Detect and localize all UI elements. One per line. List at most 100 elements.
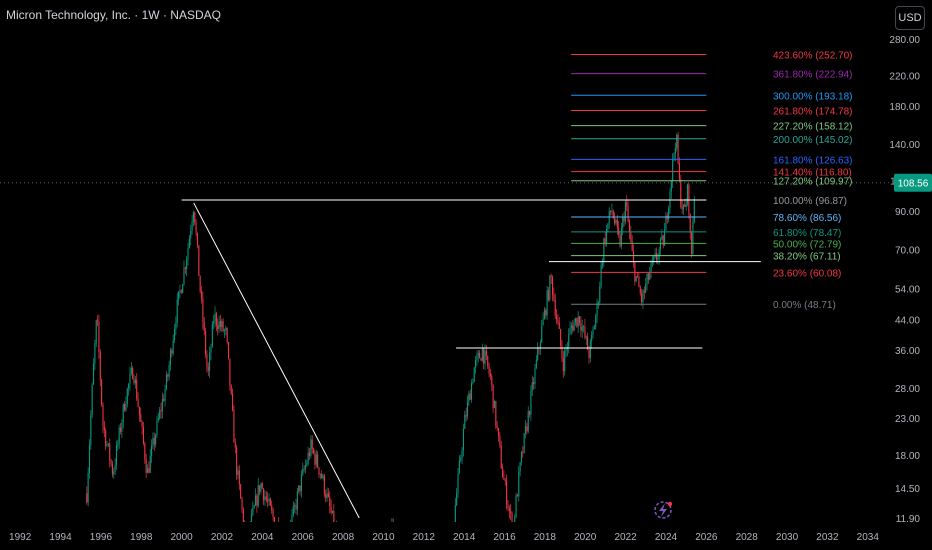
fib-level: 300.00% (193.18) (571, 91, 853, 102)
candle (518, 466, 520, 502)
candle (190, 224, 192, 246)
candle (210, 343, 212, 361)
candle (107, 443, 109, 448)
candle (121, 419, 123, 438)
candle (261, 481, 263, 490)
candle (585, 335, 587, 346)
candle (238, 465, 240, 491)
candle (138, 406, 140, 422)
candle (161, 392, 163, 419)
candle (211, 321, 213, 348)
time-tick-label: 2000 (171, 532, 194, 543)
candle (141, 420, 143, 435)
candle (522, 446, 524, 458)
candle (645, 277, 647, 294)
candle (654, 248, 656, 259)
candle (592, 325, 594, 339)
currency-button[interactable]: USD (895, 6, 925, 30)
fib-level: 78.60% (86.56) (571, 213, 841, 224)
time-axis[interactable]: 1992 1994 1996 1998 2000 2002 2004 2006 2008 2010… (0, 522, 932, 550)
candle (149, 448, 151, 474)
candle (503, 470, 505, 481)
candle (475, 355, 477, 374)
candle (272, 507, 274, 521)
candle (464, 410, 466, 429)
candle (144, 441, 146, 464)
time-tick-label: 2008 (332, 532, 355, 543)
price-tick-label: 90.00 (895, 207, 920, 218)
candle (481, 343, 483, 363)
candle (330, 499, 332, 516)
time-tick-label: 2006 (292, 532, 315, 543)
candle (627, 200, 629, 223)
candle (169, 347, 172, 371)
candle (600, 261, 602, 289)
candle (111, 460, 113, 478)
candle (514, 514, 516, 522)
candle (591, 330, 593, 349)
candle (307, 446, 309, 466)
candle (551, 275, 554, 302)
earnings-lightning-icon[interactable] (654, 501, 673, 519)
fib-level: 0.00% (48.71) (571, 300, 836, 311)
candle (265, 491, 267, 503)
candle (323, 474, 325, 498)
candle (264, 490, 266, 506)
candle (564, 347, 566, 376)
fib-level-label: 261.80% (174.78) (773, 106, 853, 117)
candle (160, 402, 162, 419)
candle (533, 376, 535, 390)
candle (319, 473, 321, 480)
candle (462, 423, 464, 457)
candle (557, 314, 559, 326)
candle (196, 232, 199, 249)
candle (620, 223, 622, 250)
price-tick-label: 14.50 (895, 484, 920, 495)
candle (574, 317, 577, 326)
candle (487, 355, 489, 370)
candle (259, 485, 261, 496)
candle (118, 424, 120, 449)
candle (291, 508, 293, 522)
candle (217, 318, 219, 336)
time-tick-label: 2034 (857, 532, 880, 543)
candle (187, 242, 189, 266)
candle (194, 211, 196, 226)
fib-level: 200.00% (145.02) (571, 135, 853, 146)
candle (461, 447, 463, 465)
candle (183, 260, 185, 286)
candle (668, 205, 670, 223)
downtrend-line[interactable] (193, 202, 360, 519)
candle (502, 463, 504, 478)
candle (308, 447, 311, 461)
candle (97, 315, 99, 327)
candle (195, 218, 197, 237)
candle (476, 350, 478, 366)
candle (647, 272, 649, 285)
time-tick-label: 2018 (534, 532, 557, 543)
time-tick-label: 1992 (9, 532, 32, 543)
price-tick-label: 44.00 (895, 316, 920, 327)
candle (331, 510, 334, 514)
time-tick-label: 2004 (251, 532, 274, 543)
candle (155, 433, 157, 448)
candle (491, 373, 493, 391)
candle (568, 328, 570, 354)
candle (500, 440, 502, 470)
candle (310, 434, 312, 459)
time-tick-label: 2024 (655, 532, 678, 543)
candle (692, 216, 694, 256)
candle (140, 407, 142, 423)
candle (200, 285, 203, 304)
candle (206, 350, 208, 373)
candle (176, 292, 178, 328)
candle (137, 392, 139, 408)
candle (630, 225, 632, 244)
candle (303, 465, 305, 473)
fib-level-label: 361.80% (222.94) (773, 70, 853, 81)
candle (626, 194, 628, 212)
candle (578, 315, 581, 326)
candle (561, 339, 563, 362)
candle (172, 334, 174, 356)
